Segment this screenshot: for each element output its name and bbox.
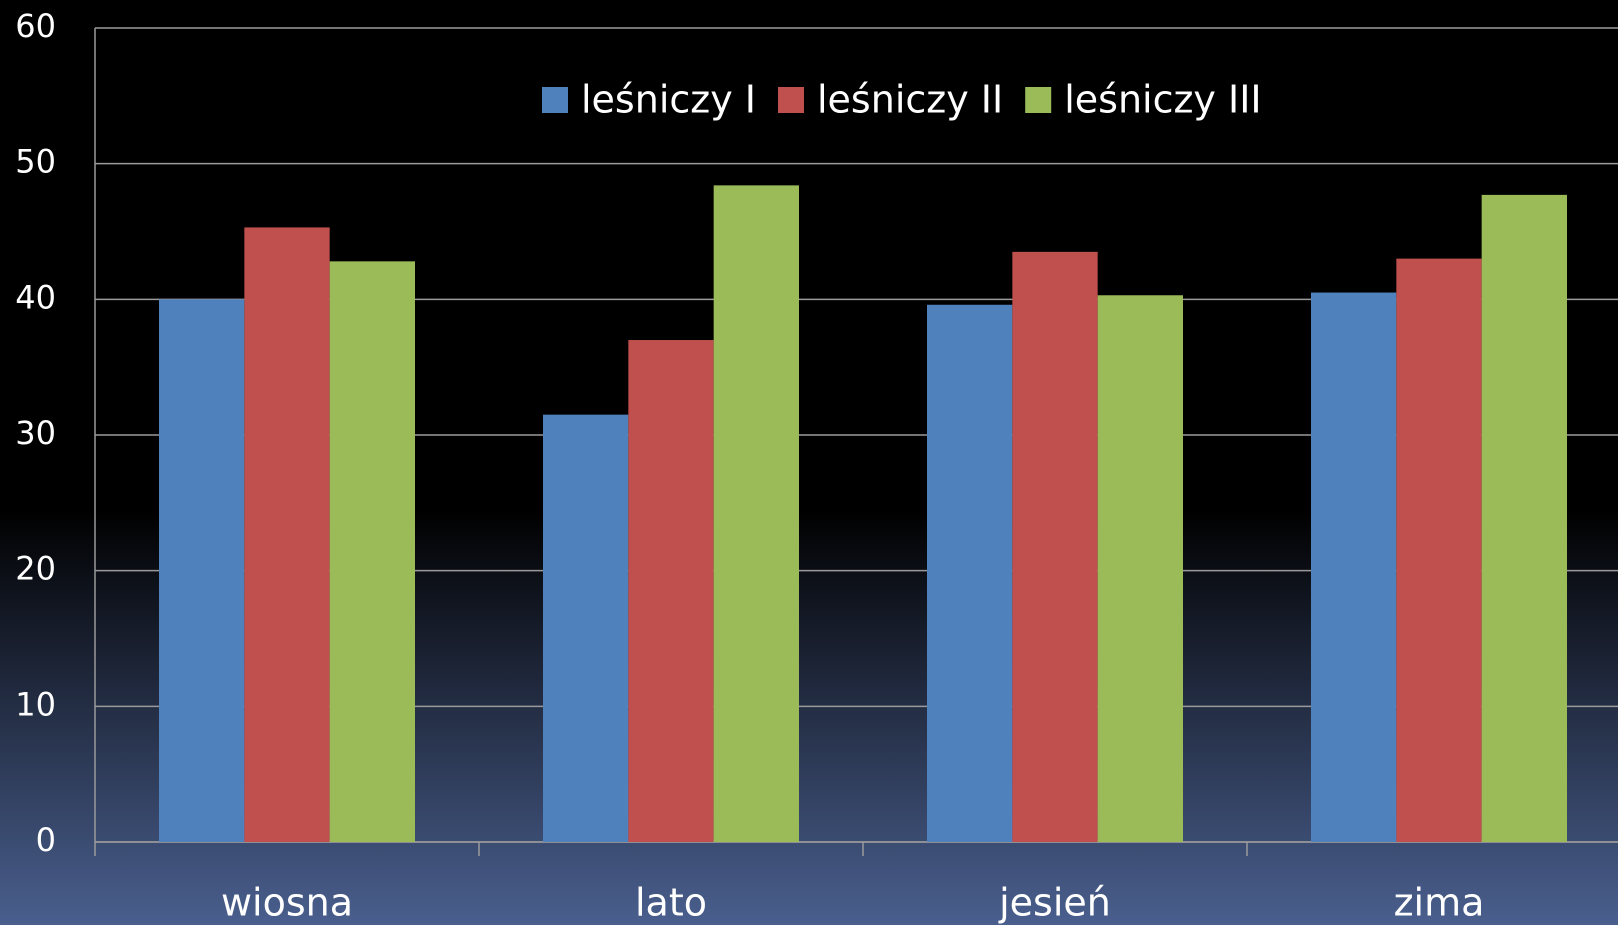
bar xyxy=(1097,295,1183,843)
bar xyxy=(927,304,1013,842)
legend-swatch xyxy=(1025,87,1052,113)
bar xyxy=(713,185,799,842)
x-tick-label: lato xyxy=(635,881,707,925)
y-tick-label: 30 xyxy=(15,414,56,452)
x-tick-label: wiosna xyxy=(221,881,353,925)
y-tick-label: 50 xyxy=(15,143,56,181)
legend-label: leśniczy III xyxy=(1064,78,1261,122)
bar xyxy=(1012,251,1098,843)
bar xyxy=(159,299,245,842)
y-tick-label: 20 xyxy=(15,550,56,588)
bar xyxy=(244,227,330,842)
bar xyxy=(1396,258,1482,843)
bar xyxy=(1481,194,1567,842)
legend-swatch xyxy=(542,87,568,113)
y-tick-label: 10 xyxy=(15,685,56,723)
x-tick-label: zima xyxy=(1394,881,1485,925)
legend-label: leśniczy II xyxy=(817,78,1003,122)
legend-label: leśniczy I xyxy=(581,78,756,122)
y-tick-label: 60 xyxy=(15,7,56,45)
y-tick-label: 0 xyxy=(36,821,56,859)
legend-swatch xyxy=(778,87,804,113)
bar xyxy=(329,261,415,842)
bar xyxy=(628,340,714,842)
bar xyxy=(543,414,629,842)
x-tick-label: jesień xyxy=(998,881,1111,925)
y-tick-label: 40 xyxy=(15,278,56,316)
bar xyxy=(1311,292,1397,842)
